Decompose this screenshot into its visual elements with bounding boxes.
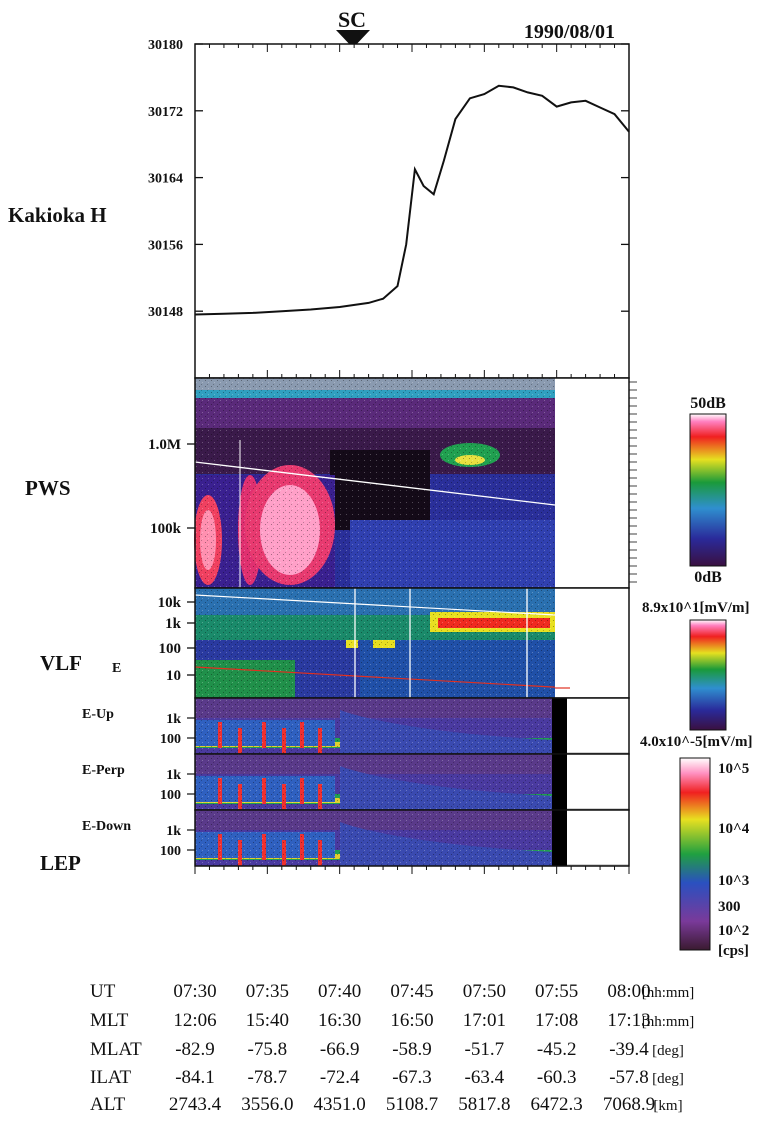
table-row-name: UT <box>90 981 116 1002</box>
table-cell: -60.3 <box>537 1067 577 1088</box>
table-cell: 5108.7 <box>386 1094 438 1115</box>
table-cell: -75.8 <box>248 1039 288 1060</box>
table-cell: -72.4 <box>320 1067 360 1088</box>
table-cell: -51.7 <box>465 1039 505 1060</box>
pws-panel <box>194 377 630 589</box>
table-cell: -57.8 <box>609 1067 649 1088</box>
lep-label: LEP <box>40 851 81 875</box>
table-cell: 07:30 <box>173 981 216 1002</box>
table-cell: 3556.0 <box>241 1094 293 1115</box>
table-cell: 07:50 <box>463 981 506 1002</box>
date-label: 1990/08/01 <box>524 21 615 43</box>
table-row-name: MLT <box>90 1010 129 1031</box>
table-cell: -67.3 <box>392 1067 432 1088</box>
lep-panel-e-perp <box>194 753 630 811</box>
pws-yaxis: 1.0M 100k <box>148 381 637 583</box>
lep-colorbar-label: 10^5 <box>718 761 749 777</box>
kakioka-ytick-label: 30172 <box>148 105 183 120</box>
table-cell: 08:00 <box>607 981 650 1002</box>
table-cell: -58.9 <box>392 1039 432 1060</box>
table-cell: 6472.3 <box>531 1094 583 1115</box>
sc-label: SC <box>338 7 366 32</box>
lep-ytick-label: 1k <box>166 712 181 727</box>
table-cell: 07:40 <box>318 981 361 1002</box>
table-row-name: MLAT <box>90 1039 142 1060</box>
lep-ytick-label: 100 <box>160 844 181 859</box>
lep-panel-label: E-Down <box>82 819 131 834</box>
vlf-ytick-label: 100 <box>159 641 182 657</box>
table-cell: -45.2 <box>537 1039 577 1060</box>
table-cell: 2743.4 <box>169 1094 222 1115</box>
lep-panels: E-Up 1k 100 E-Perp 1k 100 E-Down 1k 100 <box>82 697 630 874</box>
lep-ytick-label: 100 <box>160 788 181 803</box>
table-row-unit: [hh:mm] <box>642 1014 695 1030</box>
lep-colorbar: 10^5 10^4 10^3 300 10^2 [cps] <box>679 757 750 959</box>
pws-colorbar: 50dB 0dB <box>689 395 727 586</box>
vlf-yaxis: 10k 1k 100 10 <box>158 595 195 684</box>
lep-panel-label: E-Up <box>82 707 114 722</box>
kakioka-ytick-label: 30180 <box>148 38 183 53</box>
table-cell: 07:55 <box>535 981 578 1002</box>
kakioka-ytick-label: 30164 <box>148 172 183 187</box>
kakioka-h-line <box>194 84 630 316</box>
kakioka-label: Kakioka H <box>8 203 107 227</box>
table-cell: 16:30 <box>318 1010 361 1031</box>
vlf-ytick-label: 10 <box>166 668 181 684</box>
table-cell: 07:45 <box>390 981 433 1002</box>
table-cell: -84.1 <box>175 1067 215 1088</box>
pws-colorbar-bottom: 0dB <box>694 569 722 586</box>
lep-panel-label: E-Perp <box>82 763 125 778</box>
kakioka-ytick-label: 30156 <box>148 238 183 253</box>
vlf-colorbar: 8.9x10^1[mV/m] 4.0x10^-5[mV/m] <box>640 600 752 750</box>
table-cell: 16:50 <box>390 1010 433 1031</box>
lep-colorbar-label: 10^3 <box>718 873 749 889</box>
pws-colorbar-top: 50dB <box>690 395 726 412</box>
vlf-ytick-label: 1k <box>165 616 182 632</box>
table-cell: 07:35 <box>246 981 289 1002</box>
table-cell: -78.7 <box>248 1067 288 1088</box>
pws-ytick-label: 1.0M <box>148 437 181 453</box>
vlf-panel <box>194 587 630 699</box>
table-cell: 5817.8 <box>458 1094 510 1115</box>
lep-panel-e-down <box>194 809 630 867</box>
table-cell: -39.4 <box>609 1039 649 1060</box>
pws-label: PWS <box>25 476 71 500</box>
table-cell: -82.9 <box>175 1039 215 1060</box>
table-row-unit: [deg] <box>652 1071 684 1087</box>
table-row-name: ILAT <box>90 1067 132 1088</box>
lep-panel-e-up <box>194 697 630 755</box>
table-cell: 12:06 <box>173 1010 216 1031</box>
kakioka-panel <box>194 43 630 379</box>
pws-ytick-label: 100k <box>150 521 182 537</box>
table-cell: -66.9 <box>320 1039 360 1060</box>
table-row-name: ALT <box>90 1094 126 1115</box>
vlf-ytick-label: 10k <box>158 595 182 611</box>
lep-colorbar-label: 10^4 <box>718 821 750 837</box>
table-cell: 7068.9 <box>603 1094 655 1115</box>
table-cell: 17:08 <box>535 1010 578 1031</box>
lep-ytick-label: 100 <box>160 732 181 747</box>
lep-colorbar-label: 10^2 <box>718 923 749 939</box>
vlf-sublabel: E <box>112 661 121 676</box>
vlf-colorbar-top: 8.9x10^1[mV/m] <box>642 600 749 616</box>
lep-colorbar-label: 300 <box>718 899 741 915</box>
table-cell: 17:13 <box>607 1010 650 1031</box>
table-row-unit: [km] <box>653 1098 682 1114</box>
table-cell: 4351.0 <box>314 1094 366 1115</box>
table-cell: 17:01 <box>463 1010 506 1031</box>
vlf-colorbar-bottom: 4.0x10^-5[mV/m] <box>640 734 752 750</box>
table-cell: 15:40 <box>246 1010 289 1031</box>
lep-ytick-label: 1k <box>166 768 181 783</box>
lep-ytick-label: 1k <box>166 824 181 839</box>
vlf-label: VLF <box>40 651 82 675</box>
sc-marker-icon <box>336 30 370 48</box>
table-row-unit: [deg] <box>652 1043 684 1059</box>
table-cell: -63.4 <box>465 1067 505 1088</box>
kakioka-ytick-label: 30148 <box>148 305 183 320</box>
lep-colorbar-label: [cps] <box>718 943 749 959</box>
table-row-unit: [hh:mm] <box>642 985 695 1001</box>
ephemeris-table: UT 07:30 07:35 07:40 07:45 07:50 07:55 08:00[hh… <box>90 981 694 1115</box>
